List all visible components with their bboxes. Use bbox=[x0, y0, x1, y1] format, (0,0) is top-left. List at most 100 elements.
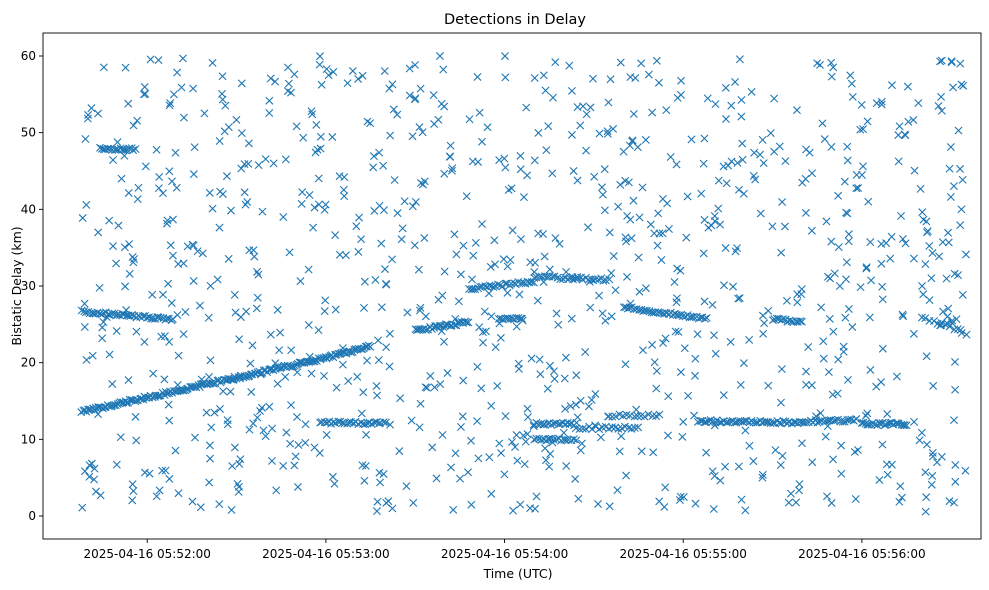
data-point bbox=[118, 309, 127, 318]
data-point bbox=[805, 148, 814, 157]
data-point bbox=[221, 101, 230, 110]
data-point bbox=[917, 428, 926, 437]
data-point bbox=[245, 425, 254, 434]
data-point bbox=[700, 297, 709, 306]
data-point bbox=[648, 340, 657, 349]
data-point bbox=[87, 459, 96, 468]
y-tick-label: 60 bbox=[21, 49, 36, 63]
data-point bbox=[495, 439, 504, 448]
data-point bbox=[654, 78, 663, 87]
data-point bbox=[366, 342, 375, 351]
data-point bbox=[737, 495, 746, 504]
data-point bbox=[290, 70, 299, 79]
data-point bbox=[487, 312, 496, 321]
data-point bbox=[673, 93, 682, 102]
data-point bbox=[638, 346, 647, 355]
data-point bbox=[759, 159, 768, 168]
data-point bbox=[950, 357, 959, 366]
data-point bbox=[189, 276, 198, 285]
data-point bbox=[133, 116, 142, 125]
data-point bbox=[895, 497, 904, 506]
data-point bbox=[759, 329, 768, 338]
data-point bbox=[657, 255, 666, 264]
data-point bbox=[121, 282, 130, 291]
data-point bbox=[652, 56, 661, 65]
data-point bbox=[465, 115, 474, 124]
data-point bbox=[622, 471, 631, 480]
data-point bbox=[577, 439, 586, 448]
data-point bbox=[752, 418, 760, 427]
data-point bbox=[183, 242, 192, 251]
data-point bbox=[213, 275, 222, 284]
data-point bbox=[734, 462, 743, 471]
data-point bbox=[80, 299, 89, 308]
data-point bbox=[721, 115, 730, 124]
data-point bbox=[105, 350, 114, 359]
data-point bbox=[242, 307, 251, 316]
data-point bbox=[543, 384, 552, 393]
data-point bbox=[594, 275, 603, 284]
data-point bbox=[336, 417, 345, 426]
data-point bbox=[189, 170, 198, 179]
data-point bbox=[473, 362, 482, 371]
data-point bbox=[625, 141, 634, 150]
data-point bbox=[248, 341, 257, 350]
data-point bbox=[574, 494, 583, 503]
data-point bbox=[842, 208, 851, 217]
data-point bbox=[552, 309, 561, 318]
data-point bbox=[653, 241, 662, 250]
data-point bbox=[283, 63, 292, 72]
data-point bbox=[416, 179, 425, 188]
data-point bbox=[703, 94, 712, 103]
data-point bbox=[834, 355, 843, 364]
data-point bbox=[758, 135, 767, 144]
data-point bbox=[403, 308, 412, 317]
data-point bbox=[521, 437, 530, 446]
x-tick-label: 2025-04-16 05:53:00 bbox=[262, 547, 389, 561]
data-point bbox=[390, 176, 399, 185]
data-point bbox=[691, 371, 700, 380]
data-point bbox=[540, 252, 549, 261]
data-point bbox=[956, 59, 965, 68]
data-point bbox=[916, 184, 925, 193]
data-point bbox=[467, 436, 476, 445]
data-point bbox=[458, 412, 467, 421]
data-point bbox=[919, 290, 928, 299]
data-point bbox=[294, 441, 303, 450]
data-point bbox=[307, 369, 316, 378]
data-point bbox=[897, 493, 906, 502]
data-point bbox=[600, 206, 609, 215]
data-point bbox=[363, 356, 372, 365]
data-point bbox=[93, 308, 102, 317]
data-point bbox=[848, 323, 857, 332]
data-point bbox=[545, 462, 554, 471]
data-point bbox=[223, 416, 232, 425]
data-point bbox=[842, 258, 851, 267]
data-point bbox=[411, 198, 420, 207]
data-point bbox=[691, 354, 700, 363]
data-point bbox=[598, 190, 607, 199]
data-point bbox=[495, 156, 504, 165]
data-point bbox=[641, 135, 650, 144]
data-point bbox=[358, 345, 367, 354]
data-point bbox=[271, 77, 280, 86]
data-point bbox=[539, 71, 548, 80]
data-point bbox=[721, 83, 730, 92]
data-point bbox=[469, 251, 478, 260]
data-point bbox=[726, 337, 735, 346]
data-point bbox=[777, 365, 786, 374]
data-point bbox=[711, 100, 720, 109]
data-point bbox=[714, 176, 723, 185]
data-point bbox=[105, 216, 114, 225]
data-point bbox=[83, 405, 92, 414]
data-point bbox=[949, 83, 958, 92]
data-point bbox=[625, 303, 634, 312]
data-point bbox=[393, 209, 402, 218]
data-point bbox=[506, 255, 515, 264]
data-point bbox=[254, 161, 263, 170]
data-point bbox=[586, 103, 595, 112]
data-point bbox=[716, 220, 725, 229]
data-point bbox=[731, 247, 740, 256]
data-point bbox=[607, 423, 616, 432]
x-tick-label: 2025-04-16 05:52:00 bbox=[83, 547, 210, 561]
